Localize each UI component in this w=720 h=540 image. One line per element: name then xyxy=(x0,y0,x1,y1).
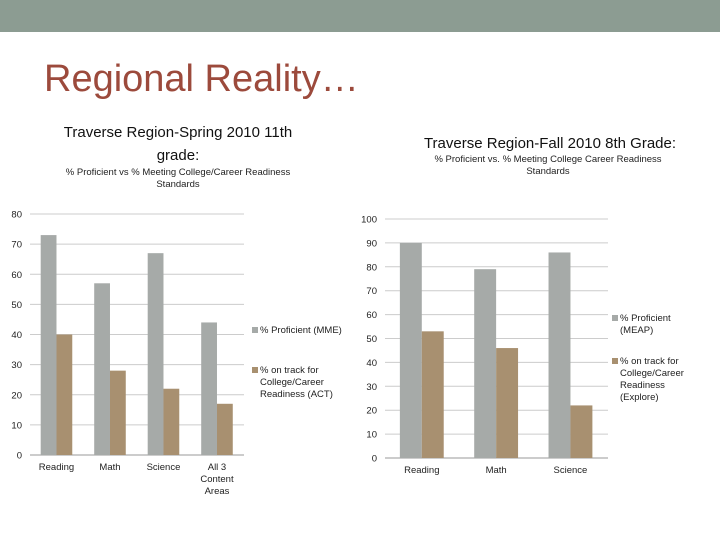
bar-college-readiness xyxy=(163,388,180,455)
bar-proficient xyxy=(40,235,57,455)
top-bar xyxy=(0,0,720,32)
chart-title-line: Traverse Region-Fall 2010 8th Grade: xyxy=(424,135,676,152)
y-tick-label: 100 xyxy=(361,215,377,226)
y-tick-label: 10 xyxy=(366,430,377,441)
legend-swatch xyxy=(252,367,258,373)
y-tick-label: 70 xyxy=(11,240,22,251)
chart-subtitle-line: Standards xyxy=(526,166,570,177)
x-category-label: All 3 Content Areas xyxy=(200,462,234,497)
bar-proficient xyxy=(201,322,217,455)
legend-label: % on track for College/Career Readiness (A… xyxy=(260,365,333,400)
y-tick-label: 80 xyxy=(366,262,377,273)
x-category-label: Reading xyxy=(404,465,439,476)
legend-label: % on track for College/Career Readiness (Ex… xyxy=(620,356,684,403)
bar-college-readiness xyxy=(570,405,593,458)
legend-swatch xyxy=(252,327,258,333)
bar-college-readiness xyxy=(421,331,444,458)
legend-label: % Proficient (MEAP) xyxy=(620,313,671,336)
bar-college-readiness xyxy=(56,334,73,455)
y-tick-label: 50 xyxy=(366,334,377,345)
y-tick-label: 90 xyxy=(366,238,377,249)
y-tick-label: 20 xyxy=(11,390,22,401)
y-tick-label: 20 xyxy=(366,406,377,417)
y-tick-label: 40 xyxy=(366,358,377,369)
y-tick-label: 80 xyxy=(11,210,22,221)
chart-title-line: grade: xyxy=(157,147,200,164)
y-tick-label: 50 xyxy=(11,300,22,311)
y-tick-label: 10 xyxy=(11,420,22,431)
bar-college-readiness xyxy=(496,348,519,458)
y-tick-label: 30 xyxy=(366,382,377,393)
y-tick-label: 0 xyxy=(372,454,377,465)
x-category-label: Science xyxy=(554,465,588,476)
y-tick-label: 0 xyxy=(17,451,22,462)
y-tick-label: 70 xyxy=(366,286,377,297)
slide-title: Regional Reality… xyxy=(44,58,359,100)
bar-proficient xyxy=(399,242,422,458)
bar-proficient xyxy=(474,269,497,458)
bar-proficient xyxy=(147,253,164,455)
y-tick-label: 60 xyxy=(11,270,22,281)
bar-college-readiness xyxy=(216,403,233,455)
x-category-label: Math xyxy=(99,462,120,473)
x-category-label: Math xyxy=(486,465,507,476)
legend-swatch xyxy=(612,358,618,364)
y-tick-label: 40 xyxy=(11,330,22,341)
chart-subtitle-line: Standards xyxy=(156,179,200,190)
x-category-label: Science xyxy=(147,462,181,473)
bar-proficient xyxy=(94,283,110,455)
x-category-label: Reading xyxy=(39,462,74,473)
y-tick-label: 30 xyxy=(11,360,22,371)
legend-swatch xyxy=(612,315,618,321)
bar-college-readiness xyxy=(109,370,126,455)
legend-label: % Proficient (MME) xyxy=(260,325,342,336)
chart-title-line: Traverse Region-Spring 2010 11th xyxy=(64,124,292,141)
chart-subtitle-line: % Proficient vs % Meeting College/Career… xyxy=(66,167,291,178)
y-tick-label: 60 xyxy=(366,310,377,321)
chart-subtitle-line: % Proficient vs. % Meeting College Caree… xyxy=(434,154,661,165)
bar-proficient xyxy=(548,252,571,458)
